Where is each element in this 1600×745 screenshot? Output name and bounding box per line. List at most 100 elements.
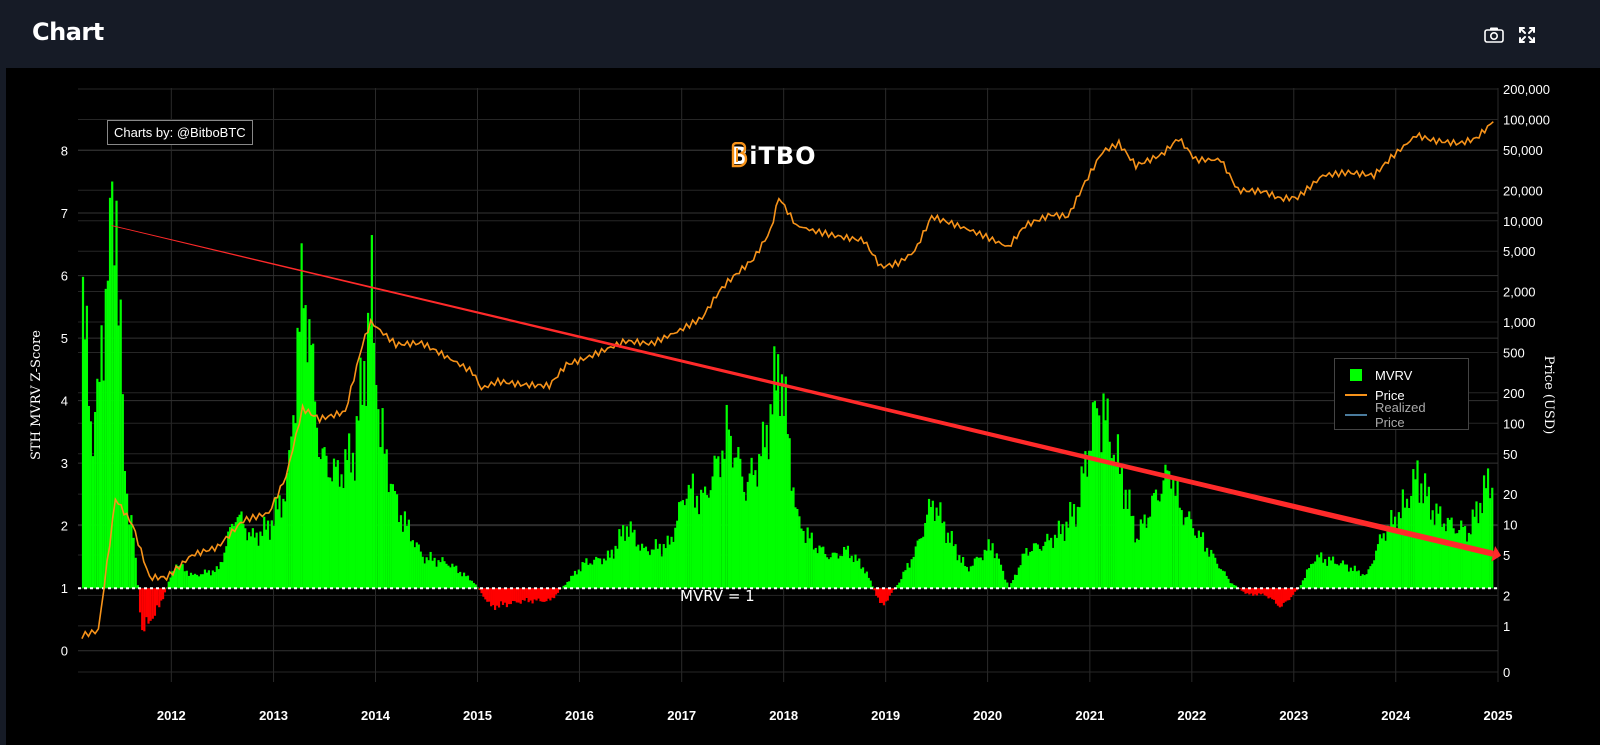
mvrv-bar [533,588,536,600]
mvrv-bar [1376,544,1380,589]
mvrv-bar [635,546,638,589]
mvrv-bar [94,411,97,589]
mvrv-bar [449,567,452,589]
mvrv-bar [1134,542,1137,589]
mvrv-bar [1132,515,1135,589]
mvrv-bar [313,401,317,589]
mvrv-bar [765,424,768,589]
mvrv-bar [711,476,714,589]
legend-item-price[interactable]: Price [1345,385,1458,405]
mvrv-bar [644,546,648,589]
mvrv-bar [713,455,716,589]
mvrv-bar [709,490,712,589]
legend-item-mvrv[interactable]: MVRV [1345,365,1458,385]
mvrv-bar [284,501,287,589]
y2-tick-label: 1,000 [1503,315,1536,330]
mvrv-bar [759,456,763,589]
mvrv-bar [1429,519,1432,589]
mvrv-bar [401,531,405,589]
mvrv-bar [1292,588,1295,595]
mvrv-bar [492,588,495,606]
mvrv-bar [1201,532,1205,589]
mvrv-bar [1347,571,1350,589]
mvrv-bar [780,374,784,589]
mvrv-bar [223,552,226,589]
mvrv-bar [1199,536,1203,589]
mvrv-bar [310,345,313,589]
mvrv-bar [562,585,565,589]
mvrv-bar [600,564,604,589]
mvrv-bar [1233,584,1236,589]
mvrv-bar [1100,452,1103,589]
mvrv-bar [979,557,982,589]
mvrv-bar [1452,528,1455,589]
mvrv-bar [1191,528,1195,589]
mvrv-bar [375,384,378,589]
mvrv-bar [515,588,518,603]
mvrv-bar [702,492,705,589]
mvrv-bar [451,563,454,589]
mvrv-bar [365,405,368,589]
mvrv-bar [1435,503,1438,589]
mvrv-bar [969,566,972,589]
mvrv-bar [927,498,931,589]
price-line-series [81,121,1494,640]
mvrv-bar [266,520,270,589]
mvrv-bar [399,515,403,589]
mvrv-bar [796,508,799,589]
mvrv-bar [721,450,724,589]
mvrv-bar [1252,588,1255,596]
mvrv-bar [468,580,472,589]
mvrv-bar [1280,588,1283,607]
camera-icon[interactable] [1483,24,1505,46]
mvrv-bar [372,342,376,589]
mvrv-bar [1063,540,1066,589]
mvrv-bar [1390,510,1393,589]
mvrv-bar [282,498,285,589]
mvrv-bar [717,456,720,589]
mvrv-bar [211,570,214,589]
mvrv-bar [963,566,967,589]
mvrv-bar [888,588,891,596]
mvrv-bar [391,484,394,589]
mvrv-bar [856,560,859,589]
mvrv-bar [1214,557,1217,589]
mvrv-bar [689,488,692,589]
mvrv-bar [1184,517,1187,589]
expand-icon[interactable] [1516,24,1538,46]
mvrv-bar [715,458,718,589]
mvrv-bar [802,530,805,589]
mvrv-bar [1288,588,1291,601]
mvrv-bar [197,576,201,589]
mvrv-bar [854,554,857,589]
mvrv-bar [1282,588,1285,603]
mvrv-bar [1339,563,1343,589]
mvrv-bar [1467,532,1471,589]
mvrv-bar [1219,569,1222,589]
mvrv-bar [1454,533,1457,589]
mvrv-bar [308,319,311,589]
mvrv-bar [1312,563,1315,589]
mvrv-bar [954,544,957,589]
mvrv-bar [461,576,464,589]
legend-item-realized-price[interactable]: Realized Price [1345,400,1458,430]
y-tick-label: 6 [61,269,68,284]
mvrv-bar [997,558,1001,589]
mvrv-bar [276,509,279,589]
mvrv-bar [678,502,681,589]
mvrv-bar [1418,502,1421,589]
mvrv-bar [1463,526,1467,589]
mvrv-bar [1433,525,1436,589]
mvrv-bar [880,588,884,603]
mvrv-bar [113,265,116,589]
mvrv-bar [466,575,470,589]
mvrv-bar [933,520,936,589]
mvrv-bar [1424,473,1427,589]
mvrv-bar [1025,548,1028,589]
mvrv-bar [822,546,825,589]
mvrv-bar [786,434,789,589]
mvrv-bar [100,325,103,589]
mvrv-bar [924,522,927,589]
page-title: Chart [32,18,104,46]
mvrv-bar [877,588,880,598]
